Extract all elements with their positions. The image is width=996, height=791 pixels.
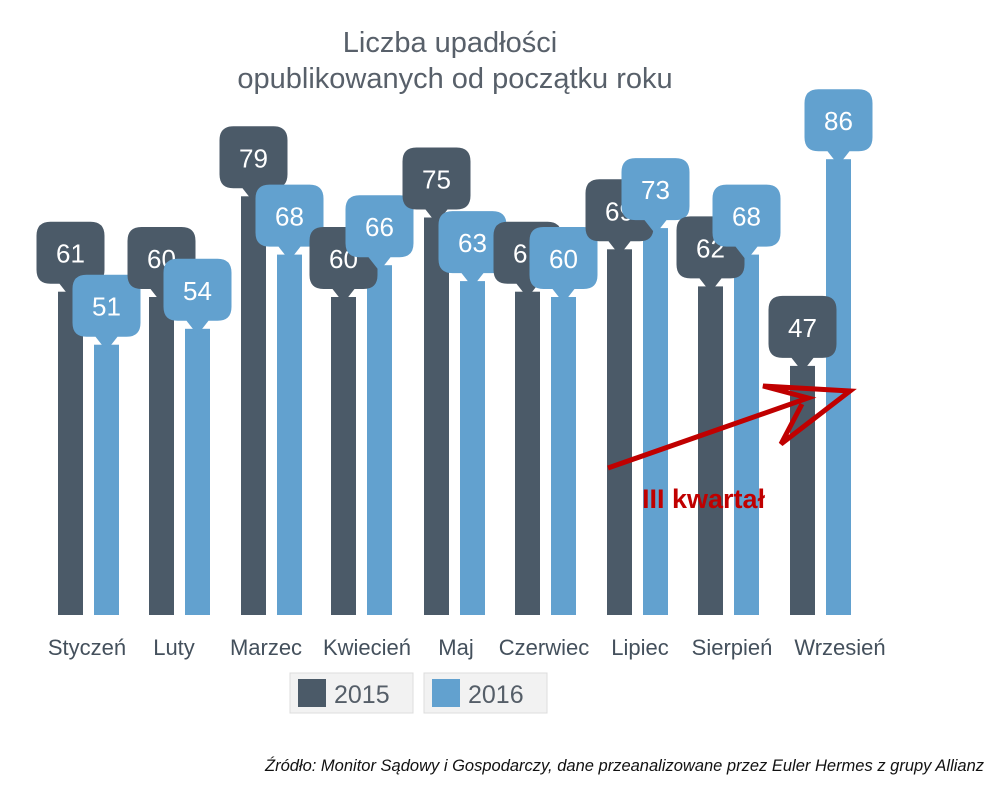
category-labels-group: Styczeń Luty Marzec Kwiecień Maj Czerwiec Lipi…: [48, 635, 886, 660]
bar-2015: [58, 291, 83, 615]
category-label: Maj: [438, 635, 473, 660]
bars-group: [58, 159, 851, 616]
bar-2015: [698, 286, 723, 615]
category-label: Luty: [153, 635, 195, 660]
bar-2016: [826, 159, 851, 615]
data-label: 75: [422, 165, 451, 195]
bar-2016: [94, 344, 119, 615]
value-bubble: 68: [712, 184, 781, 261]
bubble-shape: [72, 274, 141, 351]
category-label: Kwiecień: [323, 635, 411, 660]
bubble-shape: [345, 195, 414, 272]
data-label: 63: [458, 228, 487, 258]
chart-subtitle: opublikowanych od początku roku: [237, 63, 672, 95]
data-label: 66: [365, 212, 394, 242]
bar-2015: [331, 297, 356, 615]
bar-2016: [551, 297, 576, 615]
source-note: Źródło: Monitor Sądowy i Gospodarczy, da…: [265, 757, 984, 775]
value-bubble: 47: [768, 295, 837, 372]
value-bubble: 75: [402, 147, 471, 224]
quarter-annotation: III kwartał: [607, 383, 857, 514]
bubble-shape: [402, 147, 471, 224]
value-bubble: 86: [804, 89, 873, 166]
data-label: 60: [549, 244, 578, 274]
bar-2016: [643, 228, 668, 615]
bubble-shape: [529, 227, 598, 303]
data-label: 54: [183, 276, 212, 306]
legend-swatch: [298, 679, 326, 707]
data-label: 68: [275, 202, 304, 232]
value-bubble: 68: [255, 184, 324, 261]
category-label: Lipiec: [611, 635, 668, 660]
chart-title: Liczba upadłości: [343, 27, 557, 59]
legend-label: 2016: [468, 681, 524, 709]
category-label: Czerwiec: [499, 635, 589, 660]
bubble-shape: [255, 184, 324, 261]
bar-2015: [149, 297, 174, 615]
value-bubble: 73: [621, 158, 690, 235]
legend-swatch: [432, 679, 460, 707]
category-label: Sierpień: [692, 635, 773, 660]
value-bubble: 63: [438, 211, 507, 288]
value-bubble: 60: [529, 227, 598, 303]
data-label: 47: [788, 313, 817, 343]
bar-2015: [424, 217, 449, 615]
data-label: 68: [732, 202, 761, 232]
bar-2015: [241, 196, 266, 616]
data-label: 73: [641, 175, 670, 205]
bar-2016: [734, 254, 759, 615]
data-label: 79: [239, 143, 268, 173]
value-bubble: 51: [72, 274, 141, 351]
data-label: 51: [92, 292, 121, 322]
bubble-shape: [712, 184, 781, 261]
category-label: Marzec: [230, 635, 302, 660]
value-bubble: 79: [219, 126, 288, 203]
bar-2016: [367, 265, 392, 615]
bar-2016: [277, 254, 302, 615]
data-label: 86: [824, 106, 853, 136]
bubble-shape: [219, 126, 288, 203]
value-bubble: 66: [345, 195, 414, 272]
bar-2016: [460, 281, 485, 615]
bubble-shape: [768, 295, 837, 372]
bubble-shape: [804, 89, 873, 166]
legend-label: 2015: [334, 681, 390, 709]
value-bubble: 54: [163, 258, 232, 335]
bar-2016: [185, 328, 210, 615]
bar-2015: [515, 291, 540, 615]
bubble-shape: [438, 211, 507, 288]
annotation-arrow: [607, 383, 857, 471]
category-label: Styczeń: [48, 635, 126, 660]
legend: 2015 2016: [289, 672, 548, 714]
bubble-shape: [621, 158, 690, 235]
category-label: Wrzesień: [794, 635, 885, 660]
bar-2015: [607, 249, 632, 616]
data-label: 61: [56, 239, 85, 269]
annotation-label: III kwartał: [642, 484, 766, 514]
bubble-shape: [163, 258, 232, 335]
